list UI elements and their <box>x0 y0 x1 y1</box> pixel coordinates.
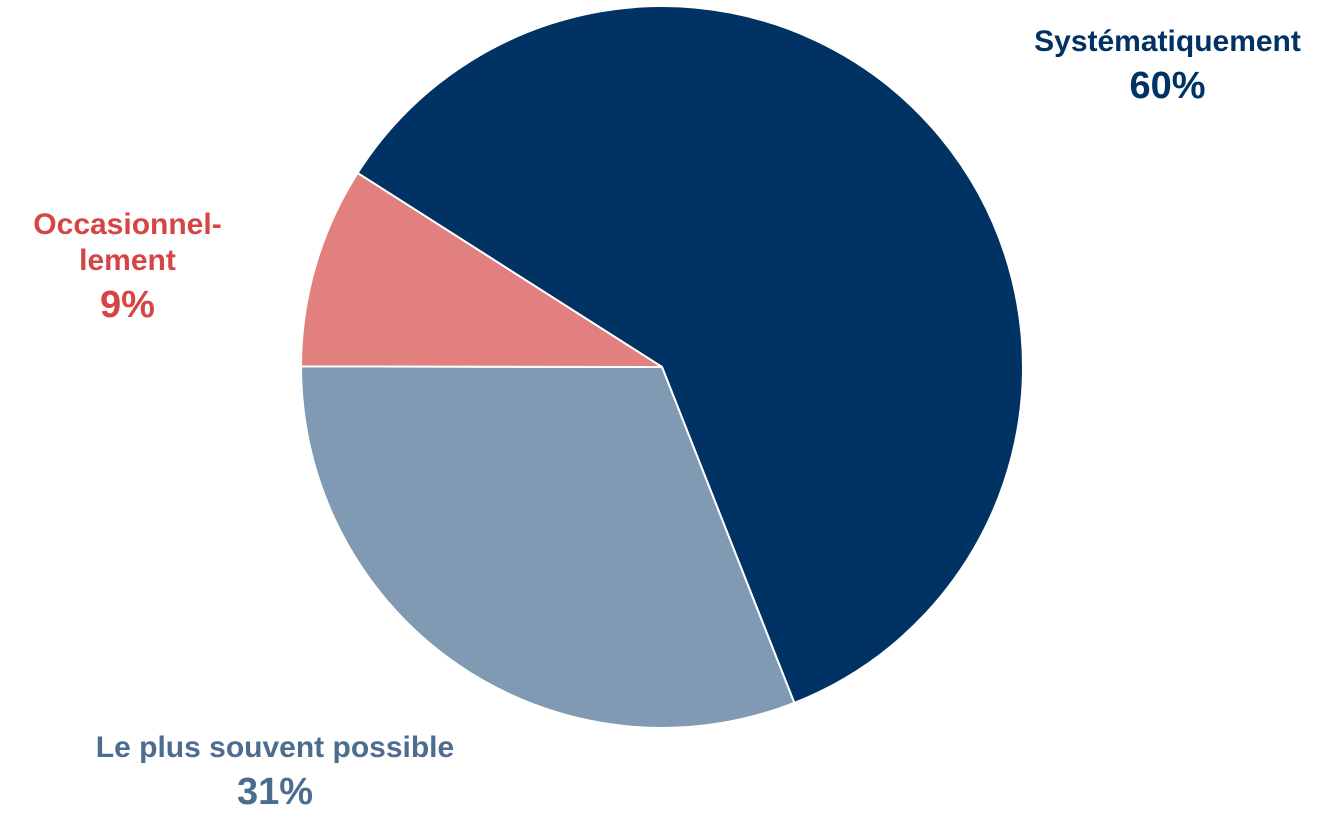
slice-label-systematiquement: Systématiquement 60% <box>995 24 1334 110</box>
slice-category-label: Le plus souvent possible <box>95 731 455 764</box>
pie-slice-2 <box>300 172 663 368</box>
slice-value-label: 60% <box>1129 65 1206 107</box>
pie-slice-1 <box>299 365 796 729</box>
slice-label-le-plus-souvent-possible: Le plus souvent possible 31% <box>40 730 510 816</box>
slice-value-label: 9% <box>100 284 155 326</box>
slice-label-occasionnellement: Occasionnel- lement 9% <box>0 207 255 329</box>
slice-category-label: Occasionnel- lement <box>33 208 222 277</box>
slice-category-label: Systématiquement <box>1034 25 1301 58</box>
slice-value-label: 31% <box>236 771 314 813</box>
pie-slice-0 <box>356 5 1024 704</box>
